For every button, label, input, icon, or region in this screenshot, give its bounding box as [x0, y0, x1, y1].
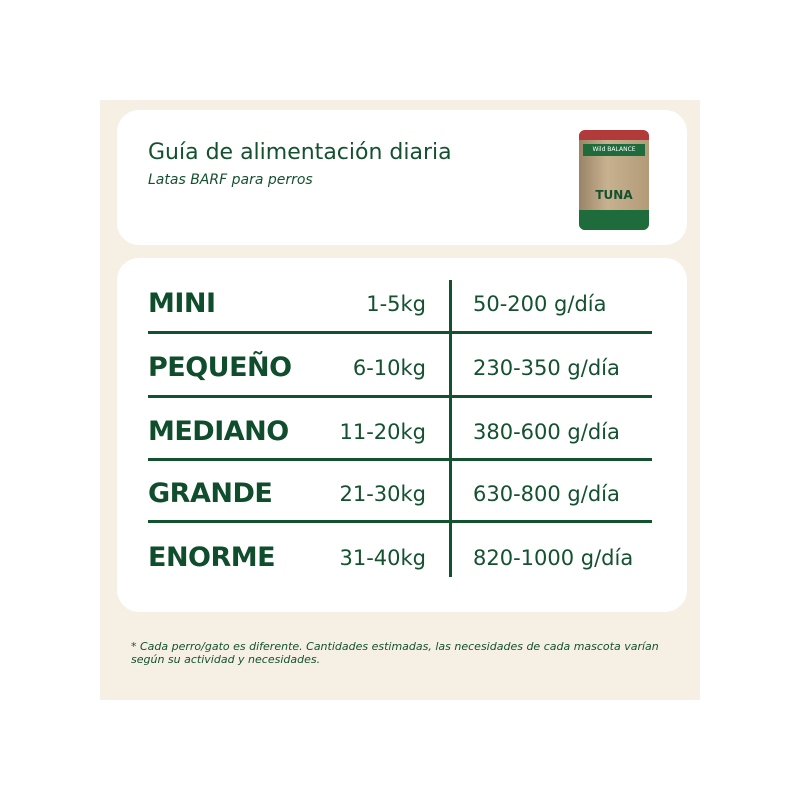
product-can-image: Wild BALANCE TUNA	[579, 130, 649, 230]
size-label: MINI	[148, 288, 216, 319]
daily-amount: 230-350 g/día	[473, 356, 620, 380]
weight-range: 21-30kg	[339, 482, 426, 506]
weight-range: 6-10kg	[352, 356, 426, 380]
page-title: Guía de alimentación diaria	[148, 140, 452, 165]
row-divider	[148, 395, 652, 398]
size-label: MEDIANO	[148, 416, 289, 447]
size-label: PEQUEÑO	[148, 352, 292, 383]
column-divider	[449, 280, 452, 577]
table-row: MINI 1-5kg 50-200 g/día	[148, 272, 652, 336]
daily-amount: 380-600 g/día	[473, 420, 620, 444]
table-row: PEQUEÑO 6-10kg 230-350 g/día	[148, 336, 652, 400]
table-row: GRANDE 21-30kg 630-800 g/día	[148, 462, 652, 526]
weight-range: 31-40kg	[339, 546, 426, 570]
page-subtitle: Latas BARF para perros	[148, 172, 313, 188]
row-divider	[148, 458, 652, 461]
row-divider	[148, 520, 652, 523]
daily-amount: 820-1000 g/día	[473, 546, 634, 570]
daily-amount: 630-800 g/día	[473, 482, 620, 506]
weight-range: 11-20kg	[339, 420, 426, 444]
footnote: * Cada perro/gato es diferente. Cantidad…	[131, 640, 659, 666]
panel: Guía de alimentación diaria Latas BARF p…	[100, 100, 700, 700]
weight-range: 1-5kg	[366, 292, 426, 316]
feeding-table: MINI 1-5kg 50-200 g/día PEQUEÑO 6-10kg 230-35…	[117, 258, 687, 612]
product-name: TUNA	[595, 188, 633, 202]
size-label: ENORME	[148, 542, 276, 573]
daily-amount: 50-200 g/día	[473, 292, 607, 316]
table-row: ENORME 31-40kg 820-1000 g/día	[148, 526, 652, 590]
size-label: GRANDE	[148, 478, 273, 509]
row-divider	[148, 331, 652, 334]
brand-logo: Wild BALANCE	[583, 144, 645, 156]
table-row: MEDIANO 11-20kg 380-600 g/día	[148, 400, 652, 464]
header-card: Guía de alimentación diaria Latas BARF p…	[117, 110, 687, 245]
